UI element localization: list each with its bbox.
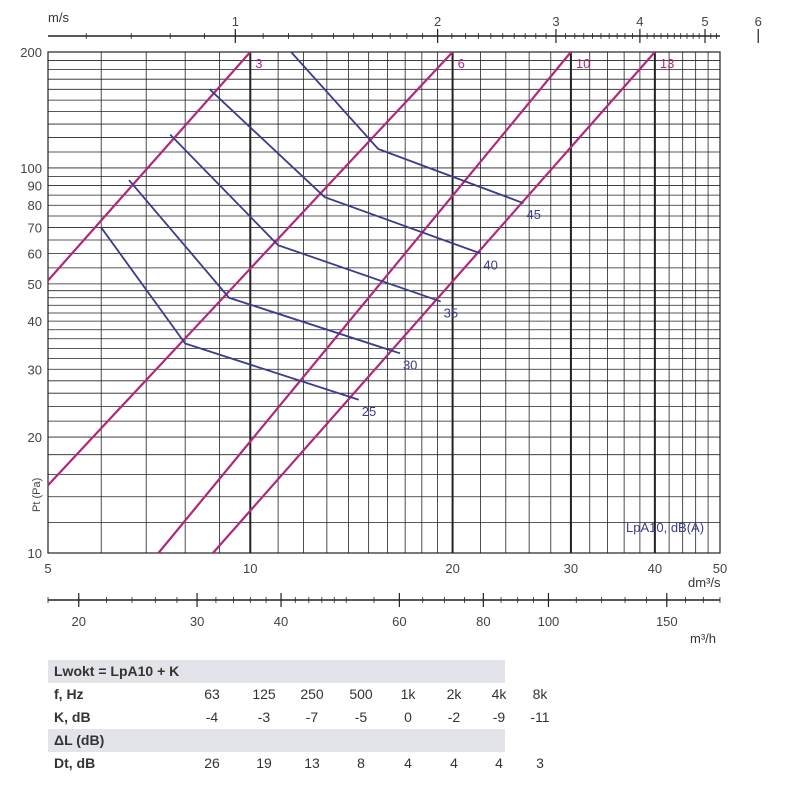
bottom-tick-label-80: 80 xyxy=(476,614,490,629)
y-tick-60: 60 xyxy=(28,246,42,261)
y-tick-20: 20 xyxy=(28,430,42,445)
setting-label-10: 10 xyxy=(576,56,590,71)
freq-cell-7: 8k xyxy=(532,686,548,702)
k-cell-0: -4 xyxy=(205,709,219,725)
table-row-freq: f, Hz 63 125 250 500 1k 2k 4k 8k xyxy=(48,683,547,706)
y-tick-200: 200 xyxy=(20,45,42,60)
k-cell-4: 0 xyxy=(404,709,412,725)
k-cell-5: -2 xyxy=(447,709,461,725)
dt-cell-4: 4 xyxy=(404,755,412,771)
k-cell-3: -5 xyxy=(354,709,368,725)
noise-label-40: 40 xyxy=(483,257,497,272)
dt-cell-1: 19 xyxy=(256,755,272,771)
top-tick-label-4: 4 xyxy=(636,14,643,29)
noise-label-35: 35 xyxy=(444,305,458,320)
bottom-axis-unit: m³/h xyxy=(690,631,716,646)
setting-label-13: 13 xyxy=(660,56,674,71)
top-tick-label-5: 5 xyxy=(701,14,708,29)
noise-line-35 xyxy=(169,134,441,303)
x-tick-10: 10 xyxy=(243,561,257,576)
y-tick-10: 10 xyxy=(28,546,42,561)
bottom-tick-label-20: 20 xyxy=(72,614,86,629)
x-axis-unit: dm³/s xyxy=(688,575,721,590)
dt-cell-3: 8 xyxy=(357,755,365,771)
lwokt-formula: Lwokt = LpA10 + K xyxy=(54,663,180,679)
delta-l-header: ΔL (dB) xyxy=(54,732,105,748)
y-tick-100: 100 xyxy=(20,161,42,176)
noise-line-40 xyxy=(209,88,481,255)
freq-cell-5: 2k xyxy=(446,686,462,702)
x-tick-30: 30 xyxy=(564,561,578,576)
dt-cell-5: 4 xyxy=(450,755,458,771)
bottom-tick-label-100: 100 xyxy=(538,614,560,629)
setting-line-13 xyxy=(212,51,656,554)
noise-line-25 xyxy=(100,227,360,401)
dt-cell-6: 4 xyxy=(495,755,503,771)
noise-label-30: 30 xyxy=(403,357,417,372)
bottom-tick-label-30: 30 xyxy=(190,614,204,629)
noise-label-45: 45 xyxy=(526,207,540,222)
chart-grid xyxy=(47,51,721,554)
x-tick-5: 5 xyxy=(44,561,51,576)
dt-cell-0: 26 xyxy=(204,755,220,771)
table-header-delta: ΔL (dB) xyxy=(48,729,505,752)
dt-label: Dt, dB xyxy=(54,755,96,771)
x-tick-50: 50 xyxy=(713,561,727,576)
y-tick-80: 80 xyxy=(28,198,42,213)
x-tick-20: 20 xyxy=(445,561,459,576)
y-tick-90: 90 xyxy=(28,179,42,194)
noise-lines: 25 30 35 40 45 xyxy=(100,51,541,419)
k-cell-1: -3 xyxy=(257,709,271,725)
y-axis-label: Pt (Pa) xyxy=(31,478,43,512)
freq-label: f, Hz xyxy=(54,686,84,702)
freq-cell-0: 63 xyxy=(204,686,220,702)
y-tick-70: 70 xyxy=(28,221,42,236)
top-tick-label-6: 6 xyxy=(755,14,762,29)
k-cell-6: -9 xyxy=(492,709,506,725)
k-cell-7: -11 xyxy=(530,709,550,725)
y-tick-40: 40 xyxy=(28,314,42,329)
x-tick-40: 40 xyxy=(648,561,662,576)
noise-line-30 xyxy=(128,179,401,355)
y-tick-50: 50 xyxy=(28,277,42,292)
dt-cell-2: 13 xyxy=(304,755,320,771)
table-row-k: K, dB -4 -3 -7 -5 0 -2 -9 -11 xyxy=(48,706,550,729)
freq-cell-2: 250 xyxy=(300,686,324,702)
setting-line-6 xyxy=(47,51,454,486)
noise-line-45 xyxy=(290,51,524,205)
table-header-lwokt: Lwokt = LpA10 + K xyxy=(48,660,505,683)
legend-label: LpA10, dB(A) xyxy=(626,520,704,535)
k-cell-2: -7 xyxy=(305,709,319,725)
y-tick-30: 30 xyxy=(28,362,42,377)
bottom-m3h-axis: 20 30 40 60 80 100 150 xyxy=(47,593,721,629)
bottom-tick-label-40: 40 xyxy=(274,614,288,629)
setting-line-3 xyxy=(47,51,252,282)
top-tick-label-2: 2 xyxy=(434,14,441,29)
freq-cell-3: 500 xyxy=(349,686,373,702)
plot-frame xyxy=(47,51,721,554)
top-velocity-axis: 1 2 3 4 5 6 xyxy=(48,14,762,43)
dt-cell-7: 3 xyxy=(536,755,544,771)
noise-label-25: 25 xyxy=(362,404,376,419)
bottom-tick-label-60: 60 xyxy=(392,614,406,629)
setting-lines: 3 6 10 13 xyxy=(47,51,674,554)
setting-label-6: 6 xyxy=(458,56,465,71)
setting-line-10 xyxy=(157,51,572,554)
top-axis-unit: m/s xyxy=(48,10,69,25)
k-label: K, dB xyxy=(54,709,91,725)
top-tick-label-1: 1 xyxy=(232,14,239,29)
freq-cell-4: 1k xyxy=(400,686,416,702)
setting-label-3: 3 xyxy=(255,56,262,71)
bottom-tick-label-150: 150 xyxy=(656,614,678,629)
table-row-dt: Dt, dB 26 19 13 8 4 4 4 3 xyxy=(48,752,544,775)
top-tick-label-3: 3 xyxy=(552,14,559,29)
correction-table: Lwokt = LpA10 + K f, Hz 63 125 250 500 1k 2k 4… xyxy=(48,660,550,775)
freq-cell-6: 4k xyxy=(491,686,507,702)
freq-cell-1: 125 xyxy=(252,686,276,702)
